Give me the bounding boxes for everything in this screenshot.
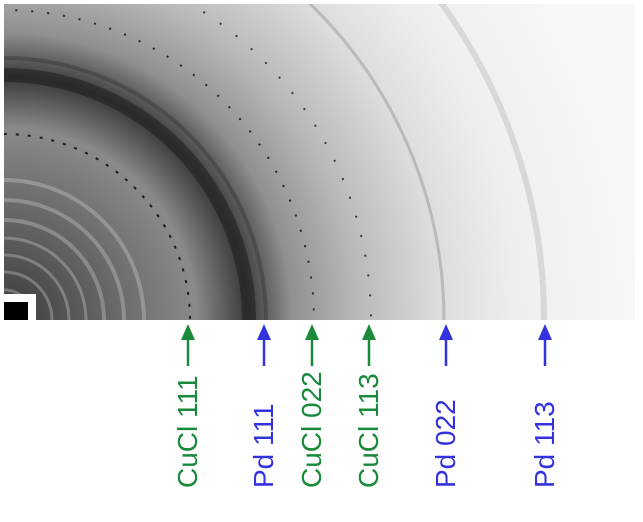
peak-label: CuCl 113 (353, 373, 384, 488)
peak-marker: CuCl 113 (349, 320, 389, 520)
diffraction-rings (4, 4, 635, 320)
peak-label: CuCl 022 (296, 371, 327, 488)
peak-label: CuCl 111 (172, 375, 203, 488)
up-arrow-icon (257, 324, 271, 366)
peak-marker: CuCl 111 (168, 320, 208, 520)
peak-marker: Pd 022 (426, 320, 466, 520)
peak-marker: Pd 113 (525, 320, 565, 520)
peak-marker: Pd 111 (244, 320, 284, 520)
up-arrow-icon (439, 324, 453, 366)
diffraction-pattern (4, 4, 635, 320)
peak-label: Pd 111 (248, 403, 279, 488)
peak-marker: CuCl 022 (292, 320, 332, 520)
up-arrow-icon (362, 324, 376, 366)
up-arrow-icon (181, 324, 195, 366)
up-arrow-icon (305, 324, 319, 366)
peak-label: Pd 113 (529, 401, 560, 488)
peak-label: Pd 022 (430, 399, 461, 488)
up-arrow-icon (538, 324, 552, 366)
